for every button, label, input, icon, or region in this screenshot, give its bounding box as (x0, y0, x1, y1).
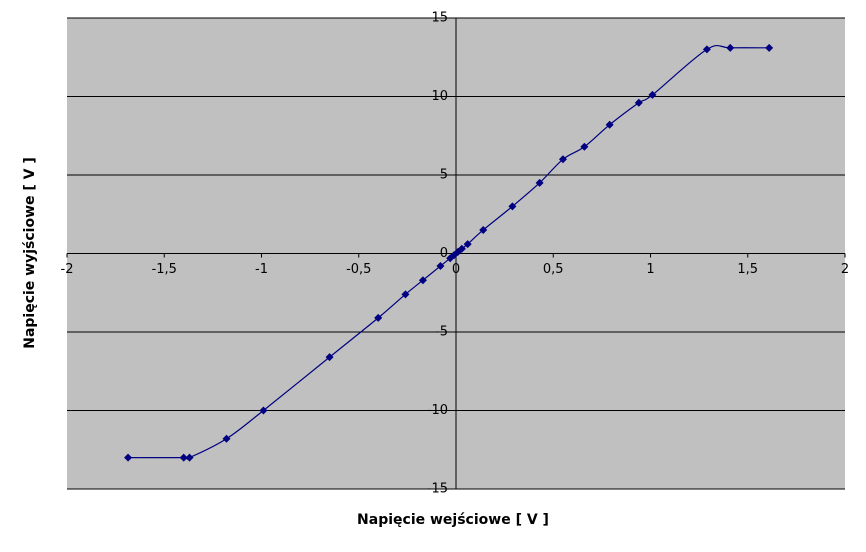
data-point (418, 276, 427, 285)
data-point (558, 155, 567, 164)
data-point (580, 142, 589, 151)
data-point (605, 120, 614, 129)
y-tick-label: -15 (427, 482, 448, 497)
data-point (325, 353, 334, 362)
data-point (463, 240, 472, 249)
data-point (222, 434, 231, 443)
x-tick-label: 1 (646, 262, 654, 277)
data-point (179, 453, 188, 462)
data-point (535, 178, 544, 187)
data-point (634, 98, 643, 107)
y-tick-label: 15 (431, 11, 448, 26)
data-point (374, 313, 383, 322)
data-point (259, 406, 268, 415)
y-axis-title: Napięcie wyjściowe [ V ] (22, 157, 38, 349)
x-tick-label: -2 (61, 262, 74, 277)
data-point (702, 45, 711, 54)
data-point (726, 43, 735, 52)
x-tick-label: 1,5 (737, 262, 758, 277)
data-point (436, 262, 445, 271)
data-point (124, 453, 133, 462)
x-tick-label: -1 (255, 262, 268, 277)
data-point (446, 254, 455, 263)
x-tick-label: -1,5 (152, 262, 177, 277)
data-point (479, 225, 488, 234)
data-point (648, 90, 657, 99)
data-point (457, 244, 466, 253)
y-tick-label: 10 (431, 89, 448, 104)
x-tick-label: 2 (841, 262, 849, 277)
y-tick-label: -10 (427, 403, 448, 418)
data-point (765, 43, 774, 52)
y-tick-label: -5 (435, 325, 448, 340)
x-tick-label: -0,5 (346, 262, 371, 277)
x-tick-label: 0,5 (543, 262, 564, 277)
data-point (185, 453, 194, 462)
data-point (401, 290, 410, 299)
y-tick-label: 5 (440, 168, 448, 183)
data-point (508, 202, 517, 211)
x-axis-title: Napięcie wejściowe [ V ] (357, 512, 549, 528)
